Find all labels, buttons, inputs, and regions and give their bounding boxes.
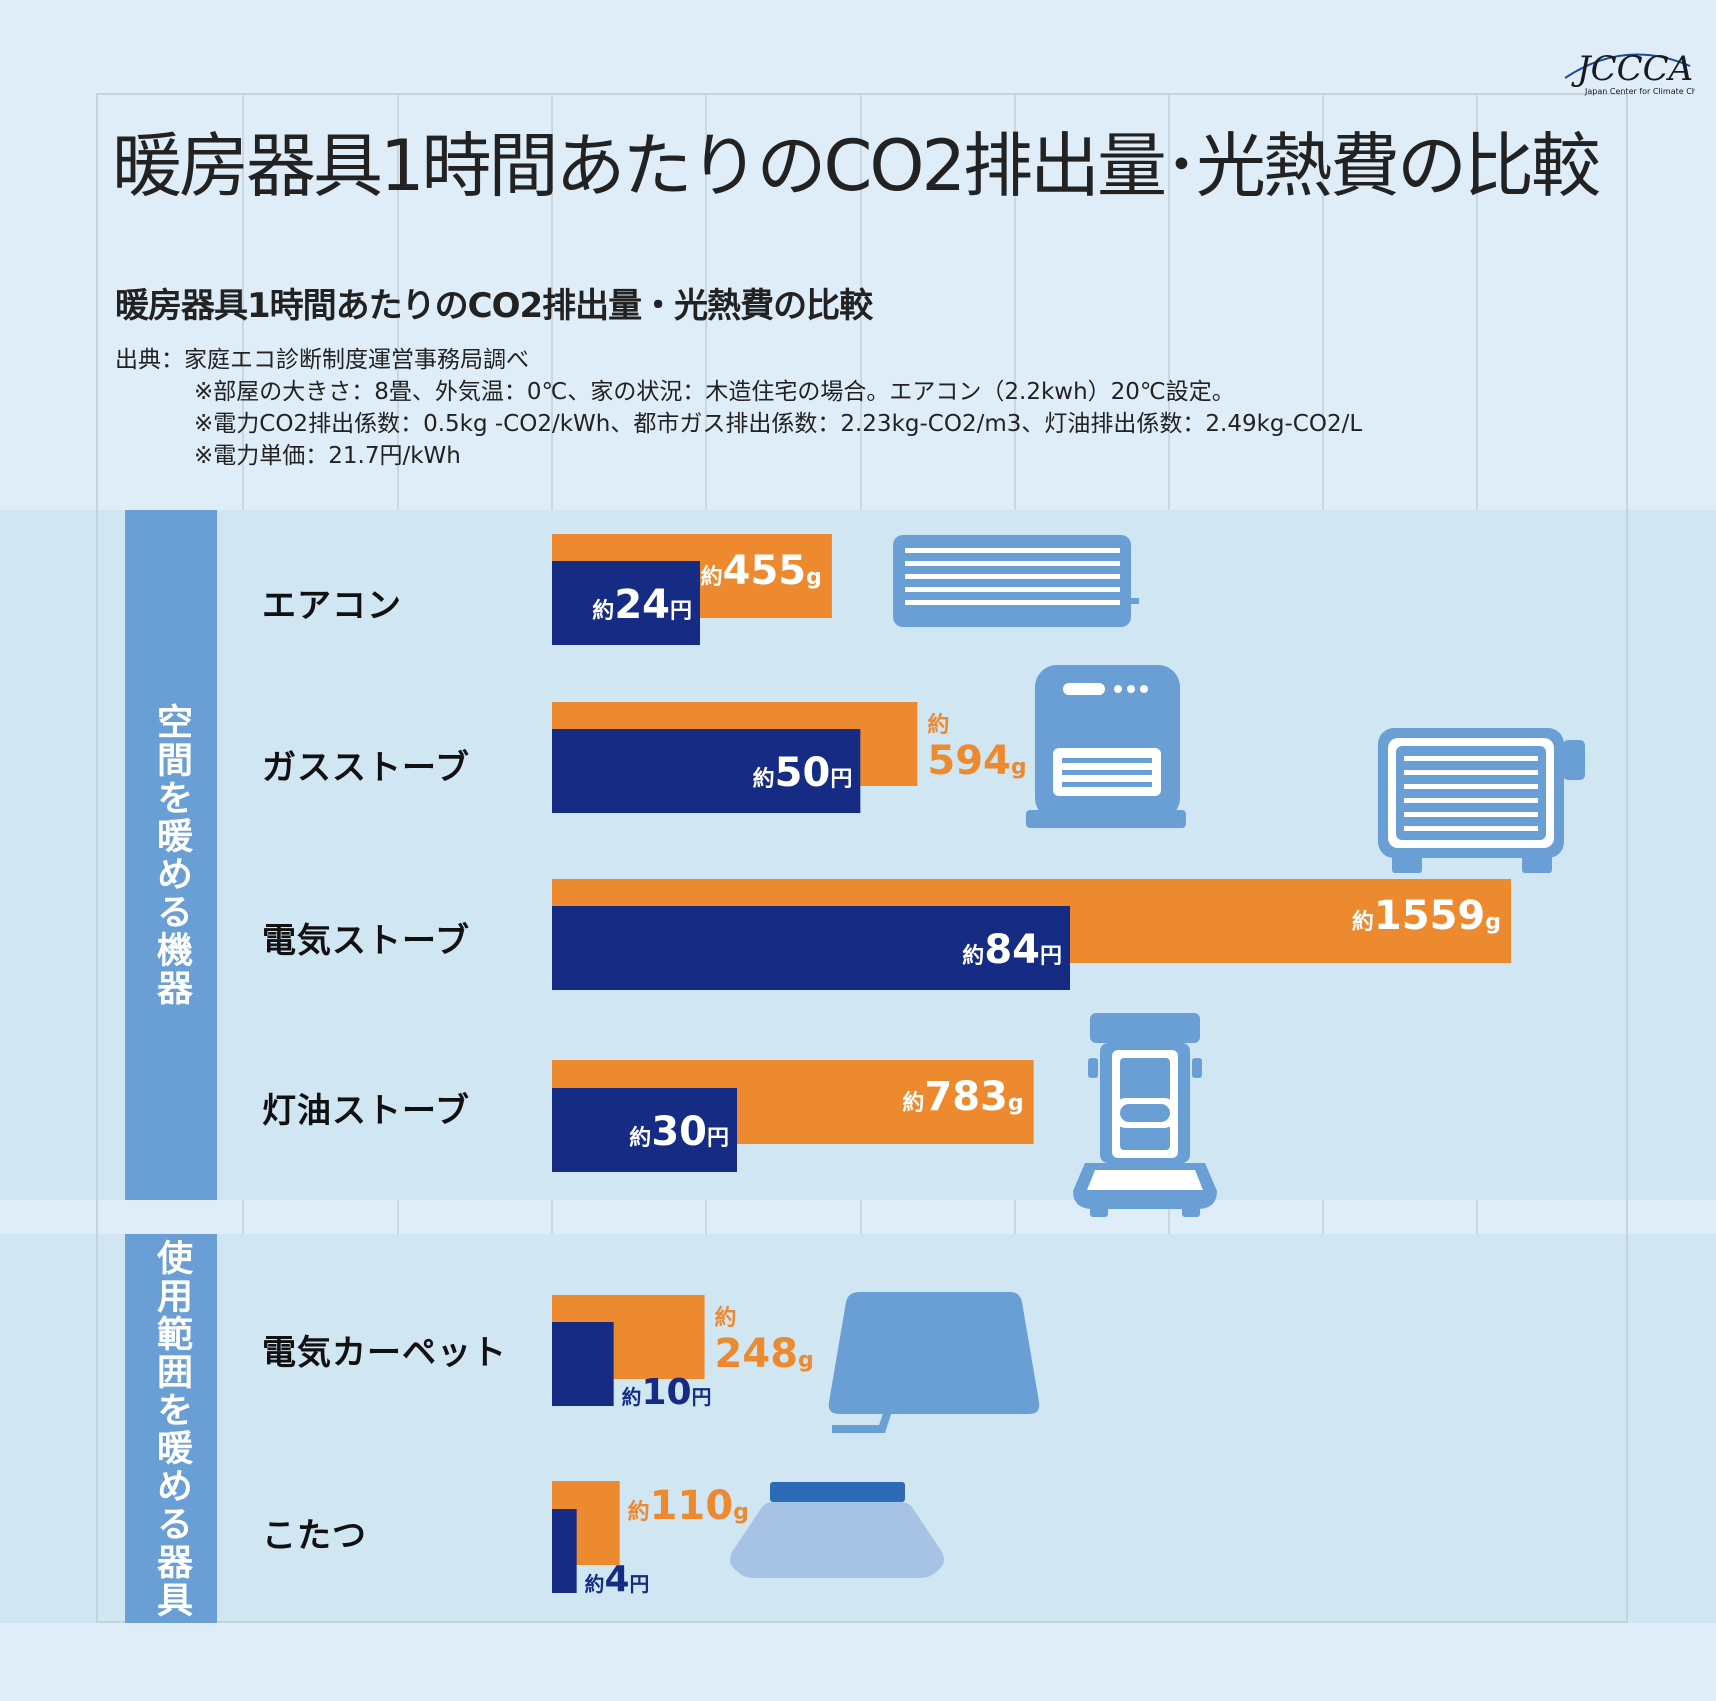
group-label-space-heating: 空間を暖める機器 xyxy=(125,510,217,1200)
cost-value-label: 約10円 xyxy=(622,1372,712,1413)
co2-value-label: 594g xyxy=(927,738,1026,784)
logo-subtext: Japan Center for Climate Change Actions xyxy=(1584,87,1695,96)
kerosene-stove-icon xyxy=(1073,1013,1217,1217)
note-room-conditions: ※部屋の大きさ：8畳、外気温：0℃、家の状況：木造住宅の場合。エアコン（2.2k… xyxy=(194,379,1235,405)
kotatsu-icon xyxy=(730,1482,944,1578)
co2-value-label: 約783g xyxy=(902,1074,1023,1120)
note-electricity-price: ※電力単価：21.7円/kWh xyxy=(194,443,461,469)
logo-text: JCCCA xyxy=(1571,49,1693,89)
group-label-area-heating: 使用範囲を暖める器具 xyxy=(125,1234,217,1623)
chart-subtitle: 暖房器具1時間あたりのCO2排出量・光熱費の比較 xyxy=(115,286,873,326)
co2-value-label: 約455g xyxy=(701,548,822,594)
electric-carpet-icon xyxy=(828,1292,1040,1433)
category-label-aircon: エアコン xyxy=(262,586,402,626)
cost-bar xyxy=(552,1509,577,1593)
co2-value-label: 248g xyxy=(715,1331,814,1377)
air-conditioner-icon xyxy=(893,535,1139,627)
cost-value-label: 約24円 xyxy=(592,582,692,628)
cost-bar xyxy=(552,1088,737,1172)
cost-bar xyxy=(552,561,700,645)
cost-bar xyxy=(552,729,861,813)
co2-value-prefix: 約 xyxy=(715,1305,737,1331)
cost-bar xyxy=(552,1322,614,1406)
electric-stove-icon xyxy=(1378,728,1585,873)
co2-value-label: 約110g xyxy=(628,1483,749,1529)
category-label-electric-stove: 電気ストーブ xyxy=(262,921,470,961)
co2-value-label: 約1559g xyxy=(1352,893,1501,939)
main-title: 暖房器具1時間あたりのCO2排出量･光熱費の比較 xyxy=(112,125,1601,207)
category-label-electric-carpet: 電気カーペット xyxy=(262,1333,507,1373)
chart-frame xyxy=(96,93,1628,1623)
note-emission-factors: ※電力CO2排出係数：0.5kg -CO2/kWh、都市ガス排出係数：2.23k… xyxy=(194,411,1363,437)
category-label-gas-stove: ガスストーブ xyxy=(262,748,470,788)
cost-value-label: 約4円 xyxy=(585,1559,650,1600)
cost-bar xyxy=(552,906,1070,990)
co2-value-prefix: 約 xyxy=(927,712,949,738)
cost-value-label: 約84円 xyxy=(962,927,1062,973)
jccca-logo: JCCCA Japan Center for Climate Change Ac… xyxy=(1564,49,1695,96)
cost-value-label: 約30円 xyxy=(629,1109,729,1155)
gas-stove-icon xyxy=(1026,665,1186,828)
category-label-kerosene-stove: 灯油ストーブ xyxy=(262,1091,470,1131)
source-line: 出典：家庭エコ診断制度運営事務局調べ xyxy=(115,347,529,373)
category-label-kotatsu: こたつ xyxy=(262,1516,367,1556)
source-notes: 出典：家庭エコ診断制度運営事務局調べ ※部屋の大きさ：8畳、外気温：0℃、家の状… xyxy=(115,344,1362,472)
cost-value-label: 約50円 xyxy=(753,750,853,796)
